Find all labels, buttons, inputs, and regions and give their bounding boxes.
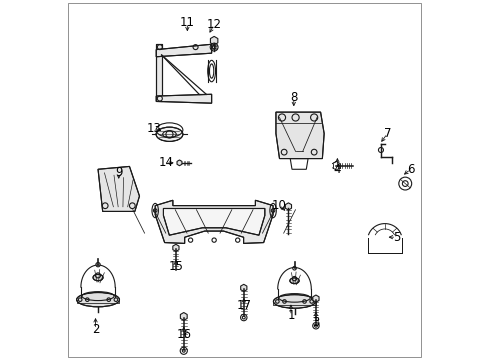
Text: 15: 15 xyxy=(168,260,183,273)
Polygon shape xyxy=(312,295,318,302)
Polygon shape xyxy=(210,36,217,45)
Text: 4: 4 xyxy=(333,163,341,176)
Text: 3: 3 xyxy=(312,316,319,329)
Polygon shape xyxy=(180,312,187,320)
Polygon shape xyxy=(156,44,162,102)
Text: 2: 2 xyxy=(92,323,99,336)
Ellipse shape xyxy=(156,127,183,141)
Polygon shape xyxy=(156,44,211,57)
Text: 14: 14 xyxy=(158,156,173,169)
Polygon shape xyxy=(177,160,182,166)
Ellipse shape xyxy=(289,278,299,284)
Text: 13: 13 xyxy=(147,122,162,135)
Text: 6: 6 xyxy=(406,163,413,176)
Text: 9: 9 xyxy=(115,166,122,179)
Polygon shape xyxy=(285,203,291,210)
Text: 5: 5 xyxy=(392,231,399,244)
Ellipse shape xyxy=(273,295,315,308)
Text: 10: 10 xyxy=(271,198,286,212)
Text: 16: 16 xyxy=(176,328,191,341)
Polygon shape xyxy=(156,94,211,103)
Polygon shape xyxy=(163,208,264,235)
Polygon shape xyxy=(155,200,272,243)
Text: 12: 12 xyxy=(206,18,221,31)
Polygon shape xyxy=(240,284,246,292)
Polygon shape xyxy=(275,112,324,158)
Text: 17: 17 xyxy=(236,299,251,312)
Text: 1: 1 xyxy=(286,309,294,322)
Ellipse shape xyxy=(93,274,103,281)
Polygon shape xyxy=(172,244,179,251)
Ellipse shape xyxy=(77,293,119,307)
Text: 11: 11 xyxy=(180,16,194,29)
Text: 7: 7 xyxy=(383,127,390,140)
Text: 8: 8 xyxy=(289,91,297,104)
Polygon shape xyxy=(98,166,139,211)
